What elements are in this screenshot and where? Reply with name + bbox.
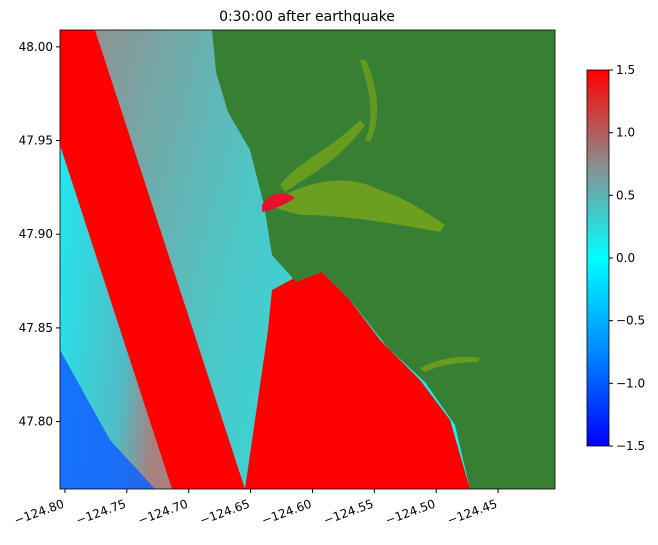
land [212,30,555,489]
x-tick-label: −124.75 [74,497,128,528]
colorbar-tick-label: −1.5 [616,439,645,453]
y-tick-label: 47.95 [19,134,53,148]
colorbar-tick-label: −1.0 [616,376,645,390]
plot-frame [59,29,556,490]
river [280,120,365,192]
river [420,356,480,372]
coastal-crest [245,270,470,489]
x-tick-label: −124.45 [445,497,499,528]
x-tick-label: −124.55 [322,497,376,528]
colorbar-tick-label: −0.5 [616,314,645,328]
y-tick-label: 47.90 [19,227,53,241]
x-tick-label: −124.60 [260,497,314,528]
x-tick-label: −124.80 [12,497,66,528]
y-tick-label: 47.85 [19,321,53,335]
colorbar-tick-label: 1.0 [616,126,635,140]
x-tick-label: −124.65 [198,497,252,528]
x-tick-label: −124.50 [384,497,438,528]
colorbar-tick-label: 0.0 [616,251,635,265]
x-tick-label: −124.70 [136,497,190,528]
colorbar-tick-label: 1.5 [616,63,635,77]
y-tick-label: 47.80 [19,415,53,429]
wave-crest [60,30,245,489]
ocean-low [60,350,155,489]
river [265,180,445,232]
bay [262,193,295,212]
chart-title: 0:30:00 after earthquake [219,9,395,25]
colorbar [586,69,610,447]
map-image [60,30,555,489]
river [360,60,378,142]
colorbar-tick-label: 0.5 [616,188,635,202]
y-tick-label: 48.00 [19,40,53,54]
